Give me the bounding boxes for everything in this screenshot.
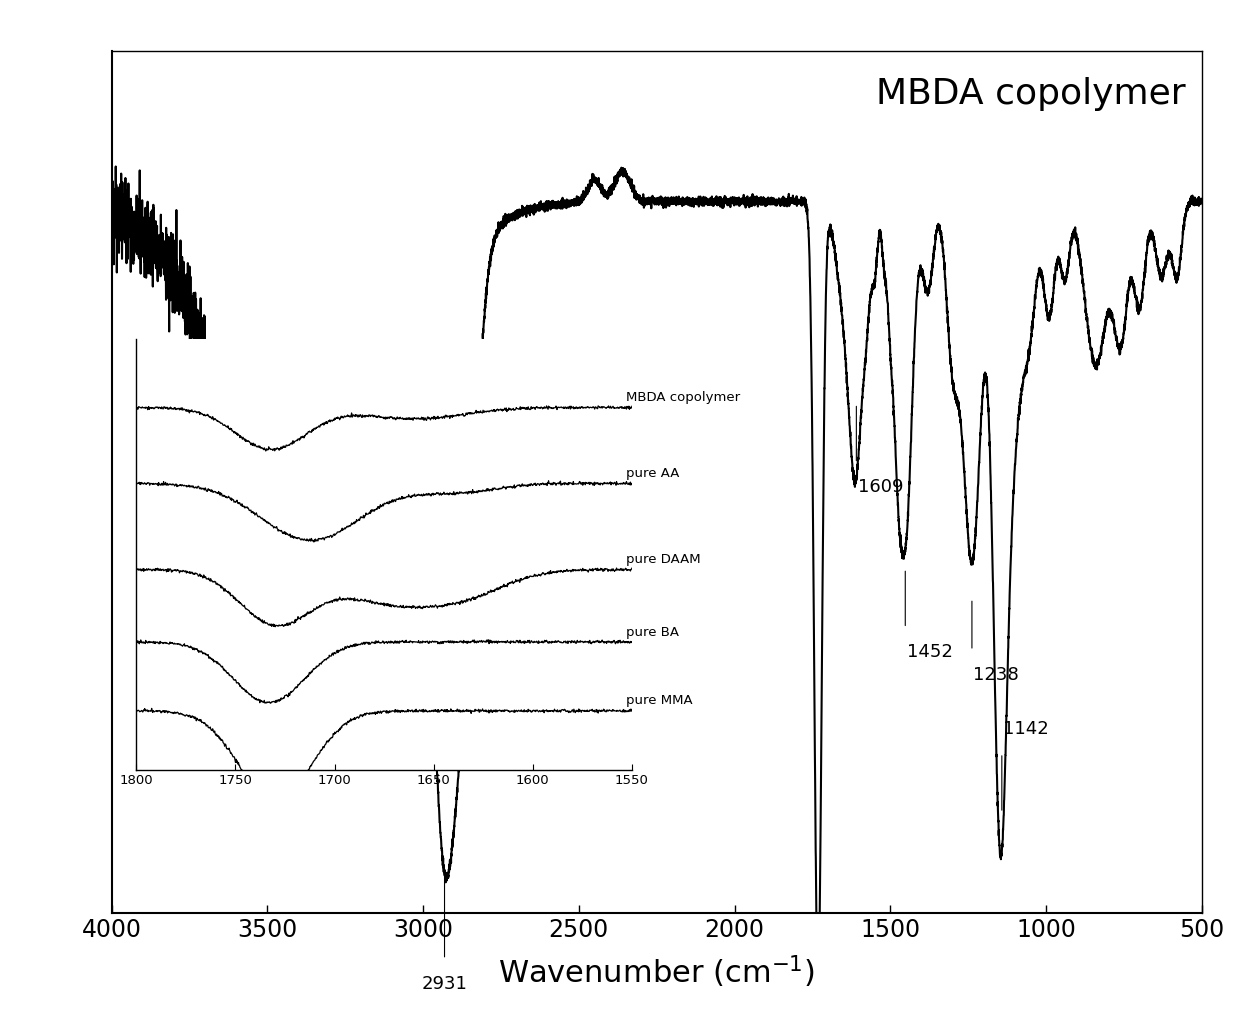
Text: pure BA: pure BA [626, 626, 679, 639]
Text: 1609: 1609 [857, 478, 903, 497]
Text: pure MMA: pure MMA [626, 695, 693, 707]
Text: 1452: 1452 [907, 643, 953, 662]
Text: MBDA copolymer: MBDA copolymer [626, 391, 740, 404]
Text: MBDA copolymer: MBDA copolymer [876, 77, 1186, 111]
Text: pure AA: pure AA [626, 467, 679, 480]
X-axis label: Wavenumber (cm$^{-1}$): Wavenumber (cm$^{-1}$) [498, 953, 815, 990]
Text: 1238: 1238 [974, 666, 1020, 684]
Text: pure DAAM: pure DAAM [626, 553, 700, 566]
Text: 2931: 2931 [421, 975, 467, 993]
Text: 1142: 1142 [1004, 720, 1049, 738]
